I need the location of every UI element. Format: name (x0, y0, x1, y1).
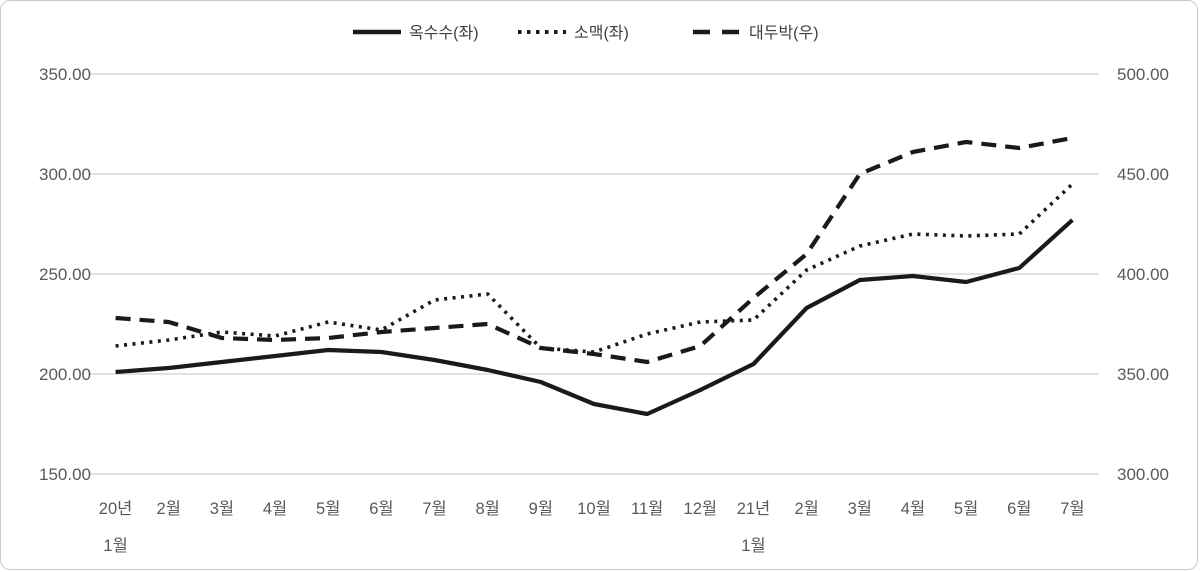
x-axis-tick-label: 4월 (263, 499, 287, 518)
x-axis-tick-line: 21년 (737, 499, 771, 518)
x-axis-tick-line: 7월 (1060, 499, 1084, 518)
x-axis-tick-label: 5월 (954, 499, 978, 518)
x-axis-tick-line: 4월 (901, 499, 925, 518)
x-axis-tick-label: 5월 (316, 499, 340, 518)
x-axis-tick-line: 11월 (631, 499, 663, 518)
x-axis-tick-label: 7월 (1060, 499, 1084, 518)
x-axis-tick-label: 6월 (369, 499, 393, 518)
y-axis-tick-label-right: 500.00 (1117, 65, 1169, 84)
x-axis-tick-label: 4월 (901, 499, 925, 518)
x-axis-tick-line: 5월 (316, 499, 340, 518)
y-axis-tick-label-left: 300.00 (39, 165, 91, 184)
y-axis-tick-label-left: 200.00 (39, 365, 91, 384)
x-axis-tick-label: 12월 (684, 499, 718, 518)
x-axis-tick-line: 6월 (1007, 499, 1031, 518)
x-axis-tick-label: 2월 (794, 499, 818, 518)
x-axis-tick-line: 20년 (99, 499, 133, 518)
x-axis-tick-label: 20년 1월 (99, 499, 133, 555)
legend-label: 소맥(좌) (574, 24, 629, 42)
x-axis-tick-label: 8월 (476, 499, 500, 518)
x-axis-tick-label: 3월 (210, 499, 234, 518)
x-axis-tick-line: 3월 (210, 499, 234, 518)
x-axis-tick-label: 3월 (848, 499, 872, 518)
x-axis-tick-line: 3월 (848, 499, 872, 518)
legend-item: 소맥(좌) (518, 24, 629, 42)
x-axis-tick-line: 6월 (369, 499, 393, 518)
legend-label: 대두박(우) (749, 24, 819, 42)
x-axis-tick-line: 10월 (577, 499, 611, 518)
x-axis-tick-label: 10월 (577, 499, 611, 518)
legend-item: 옥수수(좌) (353, 24, 479, 42)
legend-item: 대두박(우) (693, 24, 819, 42)
y-axis-tick-label-left: 350.00 (39, 65, 91, 84)
x-axis-tick-line: 1월 (103, 536, 127, 555)
series-line-solid (115, 218, 1074, 417)
x-axis-tick-line: 12월 (684, 499, 718, 518)
x-axis-tick-line: 1월 (741, 536, 765, 555)
x-axis-tick-line: 9월 (529, 499, 553, 518)
y-axis-tick-label-right: 350.00 (1117, 365, 1169, 384)
legend-label: 옥수수(좌) (409, 24, 479, 42)
x-axis-tick-line: 2월 (794, 499, 818, 518)
series-line-dotted (115, 182, 1074, 354)
y-axis-tick-label-right: 450.00 (1117, 165, 1169, 184)
x-axis-tick-label: 21년 1월 (737, 499, 771, 555)
series-line-dashed (115, 135, 1073, 365)
y-axis-tick-label-left: 150.00 (39, 465, 91, 484)
x-axis-tick-label: 2월 (157, 499, 181, 518)
y-axis-tick-label-right: 400.00 (1117, 265, 1169, 284)
x-axis-tick-label: 7월 (422, 499, 446, 518)
y-axis-tick-label-right: 300.00 (1117, 465, 1169, 484)
x-axis-tick-label: 6월 (1007, 499, 1031, 518)
x-axis-tick-line: 7월 (422, 499, 446, 518)
x-axis-tick-label: 9월 (529, 499, 553, 518)
x-axis-tick-label: 11월 (631, 499, 663, 518)
x-axis-tick-line: 2월 (157, 499, 181, 518)
x-axis-tick-line: 8월 (476, 499, 500, 518)
y-axis-tick-label-left: 250.00 (39, 265, 91, 284)
x-axis-tick-line: 5월 (954, 499, 978, 518)
x-axis-tick-line: 4월 (263, 499, 287, 518)
